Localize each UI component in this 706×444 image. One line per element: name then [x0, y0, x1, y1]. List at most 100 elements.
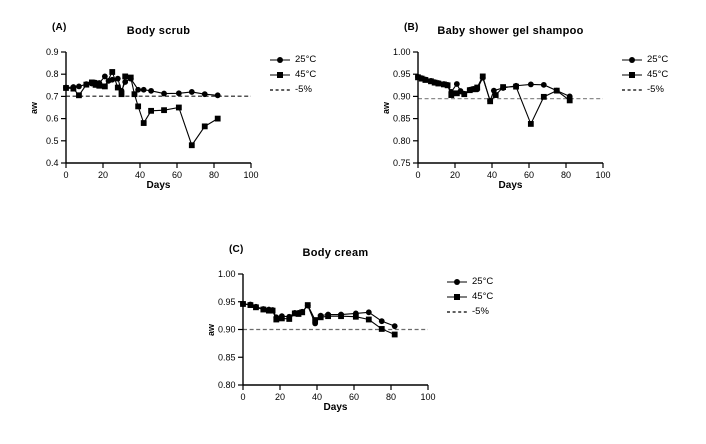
data-point-45c: [304, 302, 311, 308]
data-point-45c: [479, 73, 486, 80]
data-point-45c: [453, 90, 460, 97]
data-point-25c: [490, 87, 497, 94]
data-point-45c: [118, 91, 125, 98]
x-tick-label: 20: [275, 392, 285, 402]
x-axis-label: Days: [498, 180, 523, 191]
data-point-45c: [269, 307, 276, 314]
chart-title-body-cream: Body cream: [302, 247, 369, 259]
data-point-45c: [378, 326, 385, 332]
legend-label-25-c: 25°C: [647, 54, 669, 65]
x-tick-label: 20: [98, 170, 108, 180]
data-point-25c: [214, 92, 221, 99]
data-point-25c: [122, 79, 129, 85]
data-point-45c: [553, 87, 560, 94]
y-tick-label: 1.00: [218, 269, 236, 279]
data-point-45c: [114, 84, 121, 91]
legend-item-45-c: 45°C: [622, 67, 668, 82]
data-point-25c: [391, 323, 398, 330]
data-point-45c: [325, 313, 331, 320]
data-point-45c: [295, 311, 302, 317]
data-point-45c: [500, 84, 506, 90]
data-point-45c: [92, 81, 99, 88]
legend-marker-circle: [622, 56, 642, 63]
x-tick-label: 80: [561, 170, 571, 180]
x-tick-label: 40: [135, 170, 145, 180]
legend: 25°C 45°C -5%: [447, 274, 493, 319]
x-tick-label: 100: [420, 392, 435, 402]
data-point-45c: [214, 115, 221, 122]
data-point-45c: [431, 79, 438, 86]
data-point-45c: [96, 82, 103, 89]
legend-marker-dash: [622, 88, 642, 91]
y-tick-label: 0.5: [46, 136, 59, 146]
data-point-45c: [435, 80, 442, 87]
legend-marker-square: [622, 71, 642, 78]
x-tick-label: 80: [386, 392, 396, 402]
data-point-45c: [148, 107, 154, 114]
data-point-25c: [188, 89, 195, 95]
data-point-45c: [135, 103, 142, 110]
y-tick-label: 0.9: [46, 47, 59, 57]
x-axis-label: Days: [323, 402, 348, 413]
data-point-45c: [278, 315, 285, 322]
data-point-45c: [527, 121, 534, 127]
panel-baby-shower-gel-shampoo: (B) Baby shower gel shampoo aw Days 0.75…: [352, 0, 705, 215]
chart-title-body-scrub: Body scrub: [126, 25, 191, 37]
y-tick-label: 0.80: [218, 380, 236, 390]
x-tick-label: 100: [243, 170, 258, 180]
y-tick-label: 0.90: [218, 325, 236, 335]
legend-item-45-c: 45°C: [270, 67, 316, 82]
legend-label-45-c: 45°C: [647, 69, 669, 80]
x-tick-label: 80: [209, 170, 219, 180]
legend-item-5: -5%: [447, 304, 493, 319]
data-point-45c: [101, 83, 108, 90]
data-point-45c: [391, 331, 398, 338]
data-point-45c: [566, 97, 573, 104]
x-tick-label: 20: [450, 170, 460, 180]
data-point-25c: [76, 83, 82, 90]
data-point-25c: [109, 76, 116, 83]
plot-area: 0.75 0.80 0.85 0.90 0.95 1.00 0 20 40 60 80 100: [393, 47, 611, 180]
data-point-45c: [253, 304, 259, 311]
legend-label-5: -5%: [472, 306, 489, 317]
data-point-45c: [286, 316, 293, 322]
legend: 25°C 45°C -5%: [622, 52, 668, 97]
data-point-45c: [247, 302, 254, 308]
legend-label-25-c: 25°C: [295, 54, 317, 65]
data-point-45c: [201, 123, 208, 130]
data-point-45c: [317, 314, 324, 321]
data-point-45c: [487, 98, 494, 105]
legend-item-45-c: 45°C: [447, 289, 493, 304]
plot-area: 0.4 0.5 0.6 0.7 0.8 0.9 0 20 40 60 80 100: [46, 47, 259, 180]
data-point-25c: [135, 86, 142, 93]
data-point-45c: [260, 306, 267, 313]
data-point-45c: [415, 74, 421, 81]
data-point-25c: [101, 73, 108, 80]
data-point-45c: [76, 92, 82, 99]
data-point-45c: [240, 301, 246, 307]
legend-marker-square: [270, 71, 290, 78]
legend-item-5: -5%: [270, 82, 316, 97]
x-axis-label: Days: [146, 180, 171, 191]
data-point-45c: [513, 83, 519, 90]
x-tick-label: 40: [487, 170, 497, 180]
data-point-25c: [114, 75, 121, 82]
panel-letter-a: (A): [52, 22, 67, 33]
y-tick-label: 0.85: [393, 114, 411, 124]
data-point-45c: [70, 85, 77, 92]
data-point-45c: [63, 85, 69, 91]
data-point-25c: [148, 87, 155, 94]
legend-marker-square: [447, 293, 467, 300]
data-point-45c: [441, 81, 447, 88]
data-point-25c: [161, 90, 167, 97]
data-point-25c: [365, 309, 372, 316]
data-point-45c: [188, 142, 195, 149]
legend-marker-circle: [447, 278, 467, 285]
data-point-25c: [540, 81, 547, 88]
x-tick-label: 60: [524, 170, 534, 180]
y-tick-label: 0.90: [393, 91, 411, 101]
data-point-25c: [140, 86, 147, 93]
legend-marker-dash: [447, 310, 467, 313]
data-point-45c: [312, 317, 319, 323]
